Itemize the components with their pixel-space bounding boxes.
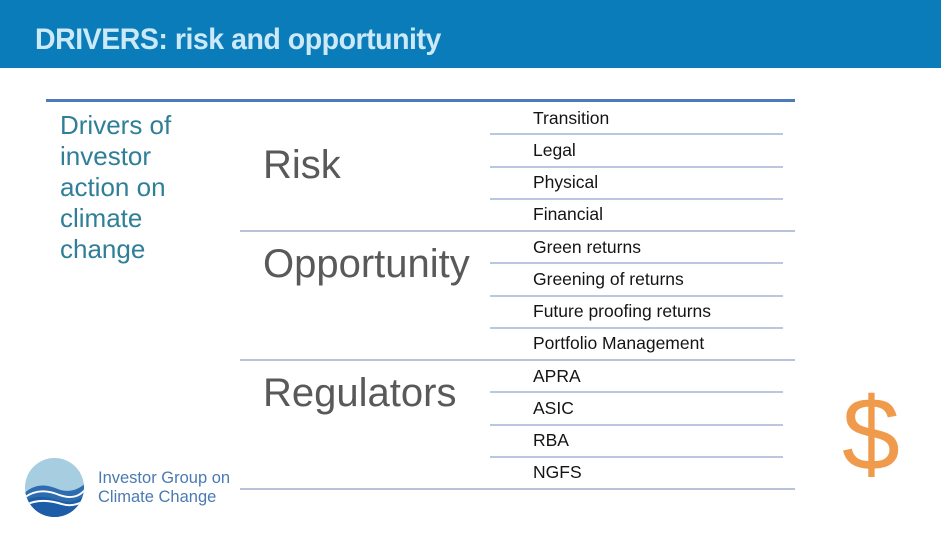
igcc-logo-line2: Climate Change bbox=[98, 487, 217, 506]
row-label: Physical bbox=[533, 172, 599, 193]
igcc-logo-line1: Investor Group on bbox=[98, 468, 231, 487]
table-row: Portfolio Management bbox=[490, 329, 783, 359]
slide-header: DRIVERS: risk and opportunity bbox=[0, 0, 941, 68]
table-row: Physical bbox=[490, 168, 783, 200]
top-divider-line bbox=[46, 99, 795, 102]
row-label: APRA bbox=[533, 365, 581, 386]
table-row: Greening of returns bbox=[490, 264, 783, 297]
row-label: NGFS bbox=[533, 462, 582, 483]
row-label: Greening of returns bbox=[533, 268, 684, 289]
section-risk-rows: Transition Legal Physical Financial bbox=[490, 103, 795, 230]
drivers-table: Risk Transition Legal Physical Financial… bbox=[240, 103, 795, 490]
row-label: Financial bbox=[533, 204, 604, 225]
table-row: Transition bbox=[490, 103, 783, 136]
table-row: NGFS bbox=[490, 458, 783, 488]
row-label: Portfolio Management bbox=[533, 333, 705, 354]
row-label: Future proofing returns bbox=[533, 301, 712, 322]
section-opportunity: Opportunity Green returns Greening of re… bbox=[240, 232, 795, 361]
row-label: Legal bbox=[533, 139, 576, 160]
table-row: RBA bbox=[490, 426, 783, 458]
row-label: Transition bbox=[533, 107, 610, 128]
table-row: Green returns bbox=[490, 232, 783, 265]
section-regulators-rows: APRA ASIC RBA NGFS bbox=[490, 361, 795, 488]
page-title: DRIVERS: risk and opportunity bbox=[35, 23, 441, 56]
table-row: Financial bbox=[490, 200, 783, 230]
table-row: Legal bbox=[490, 135, 783, 168]
intro-text: Drivers of investor action on climate ch… bbox=[60, 110, 172, 264]
table-row: Future proofing returns bbox=[490, 297, 783, 329]
igcc-globe-icon bbox=[25, 458, 84, 517]
section-opportunity-rows: Green returns Greening of returns Future… bbox=[490, 232, 795, 359]
section-label-risk: Risk bbox=[263, 143, 341, 187]
row-label: RBA bbox=[533, 430, 569, 451]
dollar-sign-icon: $ bbox=[842, 377, 900, 493]
igcc-logo: Investor Group on Climate Change bbox=[25, 458, 230, 517]
igcc-logo-text: Investor Group on Climate Change bbox=[98, 469, 230, 507]
section-regulators: Regulators APRA ASIC RBA NGFS bbox=[240, 361, 795, 490]
table-row: APRA bbox=[490, 361, 783, 394]
section-risk: Risk Transition Legal Physical Financial bbox=[240, 103, 795, 232]
row-label: ASIC bbox=[533, 397, 574, 418]
table-row: ASIC bbox=[490, 393, 783, 426]
row-label: Green returns bbox=[533, 236, 641, 257]
section-label-opportunity: Opportunity bbox=[263, 242, 470, 286]
section-label-regulators: Regulators bbox=[263, 371, 457, 415]
